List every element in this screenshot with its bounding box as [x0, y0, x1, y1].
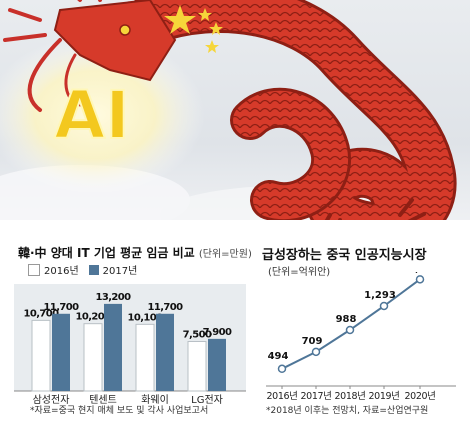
- line-point: [345, 325, 355, 335]
- info-panel: 韓·中 양대 IT 기업 평균 임금 비교 (단위=만원) 2016년 2017…: [0, 220, 470, 425]
- legend-label-2016: 2016년: [44, 266, 79, 277]
- ai-market-line-chart: 494 2016년 709 2017년 988 2018년 1,293 2019년 1,632 2…: [266, 272, 456, 402]
- bar-value-label: 13,200: [96, 292, 132, 303]
- bar-category-label: LG전자: [191, 394, 223, 406]
- bar-2016-4: [187, 341, 207, 392]
- line-point: [277, 364, 287, 374]
- bar-value-label: 7,500: [183, 330, 212, 341]
- line-value-label: 709: [302, 336, 323, 347]
- bar-value-label: 11,700: [148, 302, 184, 313]
- hero-illustration: AI: [0, 0, 470, 240]
- bar-category-label: 텐센트: [89, 394, 117, 406]
- line-value-label: 988: [336, 314, 357, 325]
- legend-label-2017: 2017년: [102, 266, 138, 277]
- bar-2017-2: [104, 303, 122, 391]
- ai-market-chart-unit: (단위=억위안): [268, 267, 331, 278]
- salary-bar-chart: 10,70011,700삼성전자10,20013,200텐센트10,10011,…: [14, 284, 246, 406]
- salary-chart-note: *자료=중국 현지 매체 보도 및 각사 사업보고서: [30, 406, 209, 416]
- line-point: [311, 347, 321, 357]
- x-tick-label: 2018년: [335, 391, 366, 402]
- star-icon: [164, 5, 223, 53]
- bar-2017-1: [52, 313, 70, 391]
- legend-swatch-2017: [88, 264, 99, 275]
- bar-2016-2: [83, 323, 103, 392]
- bar-2016-3: [135, 323, 155, 392]
- salary-chart-legend: 2016년 2017년: [28, 262, 137, 277]
- ai-market-chart-title: 급성장하는 중국 인공지능시장: [262, 248, 427, 263]
- line-value-label: 1,293: [364, 290, 396, 301]
- bar-value-label: 10,100: [128, 312, 164, 323]
- line-value-label: 1,632: [408, 272, 440, 274]
- x-tick-label: 2017년: [301, 391, 332, 402]
- bar-2017-4: [208, 338, 226, 391]
- bar-value-label: 10,200: [76, 312, 112, 323]
- ai-market-chart-note: *2018년 이후는 전망치, 자료=산업연구원: [266, 406, 429, 416]
- bar-category-label: 삼성전자: [33, 394, 70, 406]
- legend-swatch-2016: [28, 263, 40, 276]
- bar-value-label: 10,700: [24, 308, 60, 319]
- ai-badge-text: AI: [54, 77, 130, 154]
- x-tick-label: 2020년: [405, 391, 436, 402]
- bar-category-label: 화웨이: [141, 394, 169, 406]
- bar-value-label: 7,900: [203, 327, 232, 338]
- bar-2016-1: [31, 319, 51, 392]
- salary-chart-title: 韓·中 양대 IT 기업 평균 임금 비교 (단위=만원): [18, 246, 252, 260]
- x-tick-label: 2019년: [369, 391, 400, 402]
- line-point: [415, 275, 425, 284]
- bar-2017-3: [156, 313, 174, 391]
- bar-value-label: 11,700: [44, 302, 80, 313]
- line-value-label: 494: [268, 351, 289, 362]
- x-tick-label: 2016년: [267, 391, 298, 402]
- salary-chart-unit: (단위=만원): [198, 249, 252, 260]
- line-point: [379, 301, 389, 311]
